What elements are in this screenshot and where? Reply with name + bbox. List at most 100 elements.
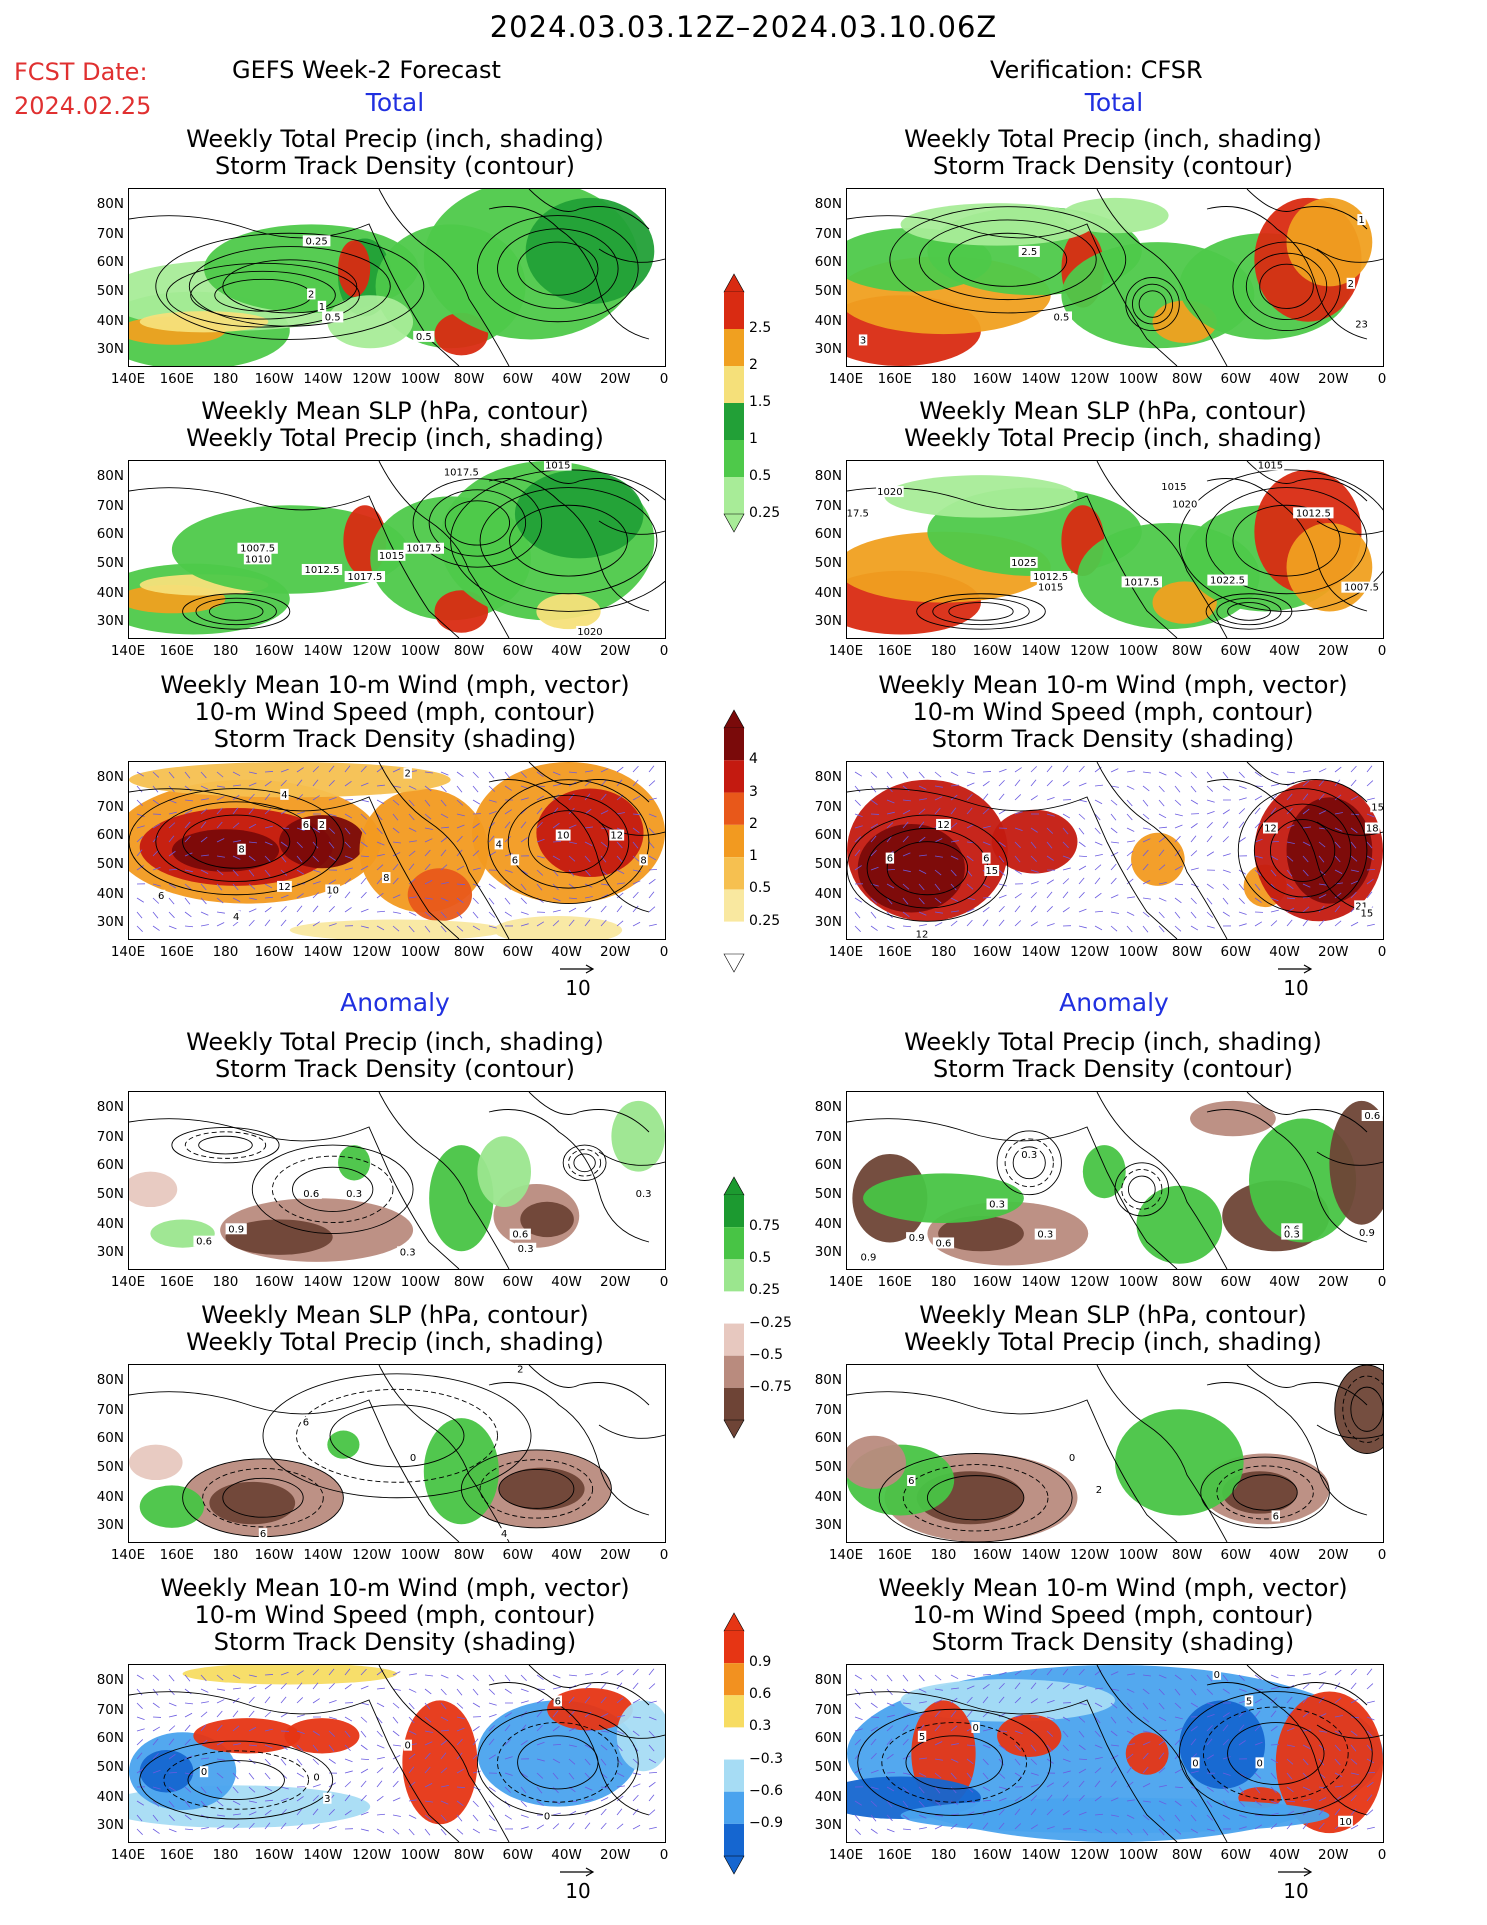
contour-label: 0.5 xyxy=(325,312,341,323)
wind-vector xyxy=(504,1688,512,1694)
wind-vector xyxy=(854,1828,861,1835)
lat-tick-label: 60N xyxy=(814,1730,842,1747)
wind-vector xyxy=(934,796,943,801)
contour-label: 18 xyxy=(1366,823,1379,834)
shading-region xyxy=(139,311,269,333)
shading-region xyxy=(938,1215,1024,1252)
wind-vector xyxy=(1270,897,1279,902)
wind-vector xyxy=(648,1716,657,1721)
coastline xyxy=(1206,779,1368,913)
lon-tick-label: 120W xyxy=(352,371,392,387)
wind-vector xyxy=(1238,1688,1247,1693)
contour-label: 1020 xyxy=(877,487,902,498)
wind-vector xyxy=(1334,869,1343,874)
contour-label: 23 xyxy=(1355,320,1368,331)
wind-vector xyxy=(1110,1814,1119,1817)
wind-vector xyxy=(360,1828,369,1832)
wind-vector xyxy=(1190,1674,1197,1682)
wind-vector xyxy=(1190,1828,1199,1834)
wind-vector xyxy=(1174,771,1182,778)
contour-line xyxy=(1178,1691,1373,1816)
contour-label: 2 xyxy=(405,769,411,780)
wind-vector xyxy=(1158,911,1165,919)
contour-label: 1015 xyxy=(1161,482,1186,493)
wind-vector xyxy=(1318,1822,1325,1830)
wind-vector xyxy=(1158,785,1165,793)
wind-vector xyxy=(1142,880,1151,885)
wind-vector xyxy=(1366,1716,1375,1721)
wind-vector xyxy=(184,1702,193,1705)
wind-vector xyxy=(1126,813,1133,821)
wind-vector xyxy=(1350,880,1359,885)
wind-vector xyxy=(1078,799,1087,803)
wind-vector xyxy=(1014,827,1023,831)
lon-tick-label: 160E xyxy=(877,1847,912,1863)
wind-vector xyxy=(344,765,351,773)
wind-vector xyxy=(568,771,577,774)
wind-vector xyxy=(934,1699,943,1704)
wind-vector xyxy=(1174,1674,1182,1681)
wind-vector xyxy=(184,1772,193,1776)
colorbar-label: 0.25 xyxy=(749,912,781,929)
colorbar-swatch xyxy=(724,366,744,403)
wind-vector xyxy=(232,794,240,801)
colorbar-label: −0.75 xyxy=(749,1378,792,1395)
wind-vector xyxy=(950,784,959,787)
wind-vector xyxy=(1078,827,1085,835)
wind-vector xyxy=(1094,1702,1103,1708)
wind-vector xyxy=(1190,1738,1197,1746)
fcst-date-label: FCST Date: xyxy=(14,58,148,86)
coastline xyxy=(528,1365,650,1406)
wind-vector xyxy=(440,1688,447,1696)
wind-vector xyxy=(1094,910,1104,913)
wind-vector xyxy=(1062,1668,1069,1676)
contour-label: 10 xyxy=(557,831,570,842)
wind-vector xyxy=(1094,1780,1101,1788)
lat-tick-label: 60N xyxy=(814,526,842,543)
wind-vector xyxy=(1254,1786,1261,1794)
wind-vector xyxy=(1158,1814,1165,1822)
wind-vector xyxy=(902,897,909,905)
contour-label: 4 xyxy=(233,912,239,923)
lon-tick-label: 140E xyxy=(110,1547,146,1563)
contour-line xyxy=(1216,597,1282,626)
wind-vector xyxy=(184,925,194,928)
lat-tick-label: 60N xyxy=(814,827,842,844)
wind-vector xyxy=(264,1711,272,1718)
wind-vector xyxy=(248,1811,257,1816)
wind-vector xyxy=(1014,1714,1023,1718)
colorbar-label: −0.9 xyxy=(749,1814,783,1831)
wind-vector xyxy=(616,855,623,863)
wind-vector xyxy=(934,855,943,858)
wind-vector xyxy=(232,771,241,777)
wind-vector xyxy=(168,822,176,829)
wind-vector xyxy=(136,813,145,818)
lat-tick-label: 30N xyxy=(96,1244,124,1261)
wind-vector xyxy=(1014,905,1021,913)
wind-vector xyxy=(216,1710,223,1718)
wind-vector xyxy=(1206,1738,1213,1746)
wind-vector xyxy=(1190,1702,1199,1708)
wind-vector xyxy=(328,906,335,913)
wind-vector xyxy=(902,799,911,802)
lon-tick-label: 140W xyxy=(1021,1547,1061,1563)
wind-vector xyxy=(264,1728,273,1732)
wind-vector xyxy=(424,925,431,933)
wind-vector xyxy=(456,835,463,843)
wind-vector xyxy=(1270,1772,1277,1780)
wind-vector xyxy=(1350,869,1359,873)
contour-line xyxy=(878,1453,1073,1542)
shading-region xyxy=(1061,197,1169,234)
wind-vector xyxy=(1286,897,1296,900)
wind-vector xyxy=(1126,1702,1133,1710)
wind-vector xyxy=(312,869,321,873)
wind-vector xyxy=(1030,766,1037,773)
wind-vector xyxy=(1286,883,1294,890)
wind-vector xyxy=(918,798,927,801)
colorbar-label: 0.25 xyxy=(749,1282,781,1299)
wind-vector xyxy=(616,1730,625,1735)
wind-vector xyxy=(440,1767,448,1774)
wind-vector xyxy=(328,796,337,801)
wind-vector xyxy=(616,1823,624,1830)
wind-vector xyxy=(1302,906,1310,913)
